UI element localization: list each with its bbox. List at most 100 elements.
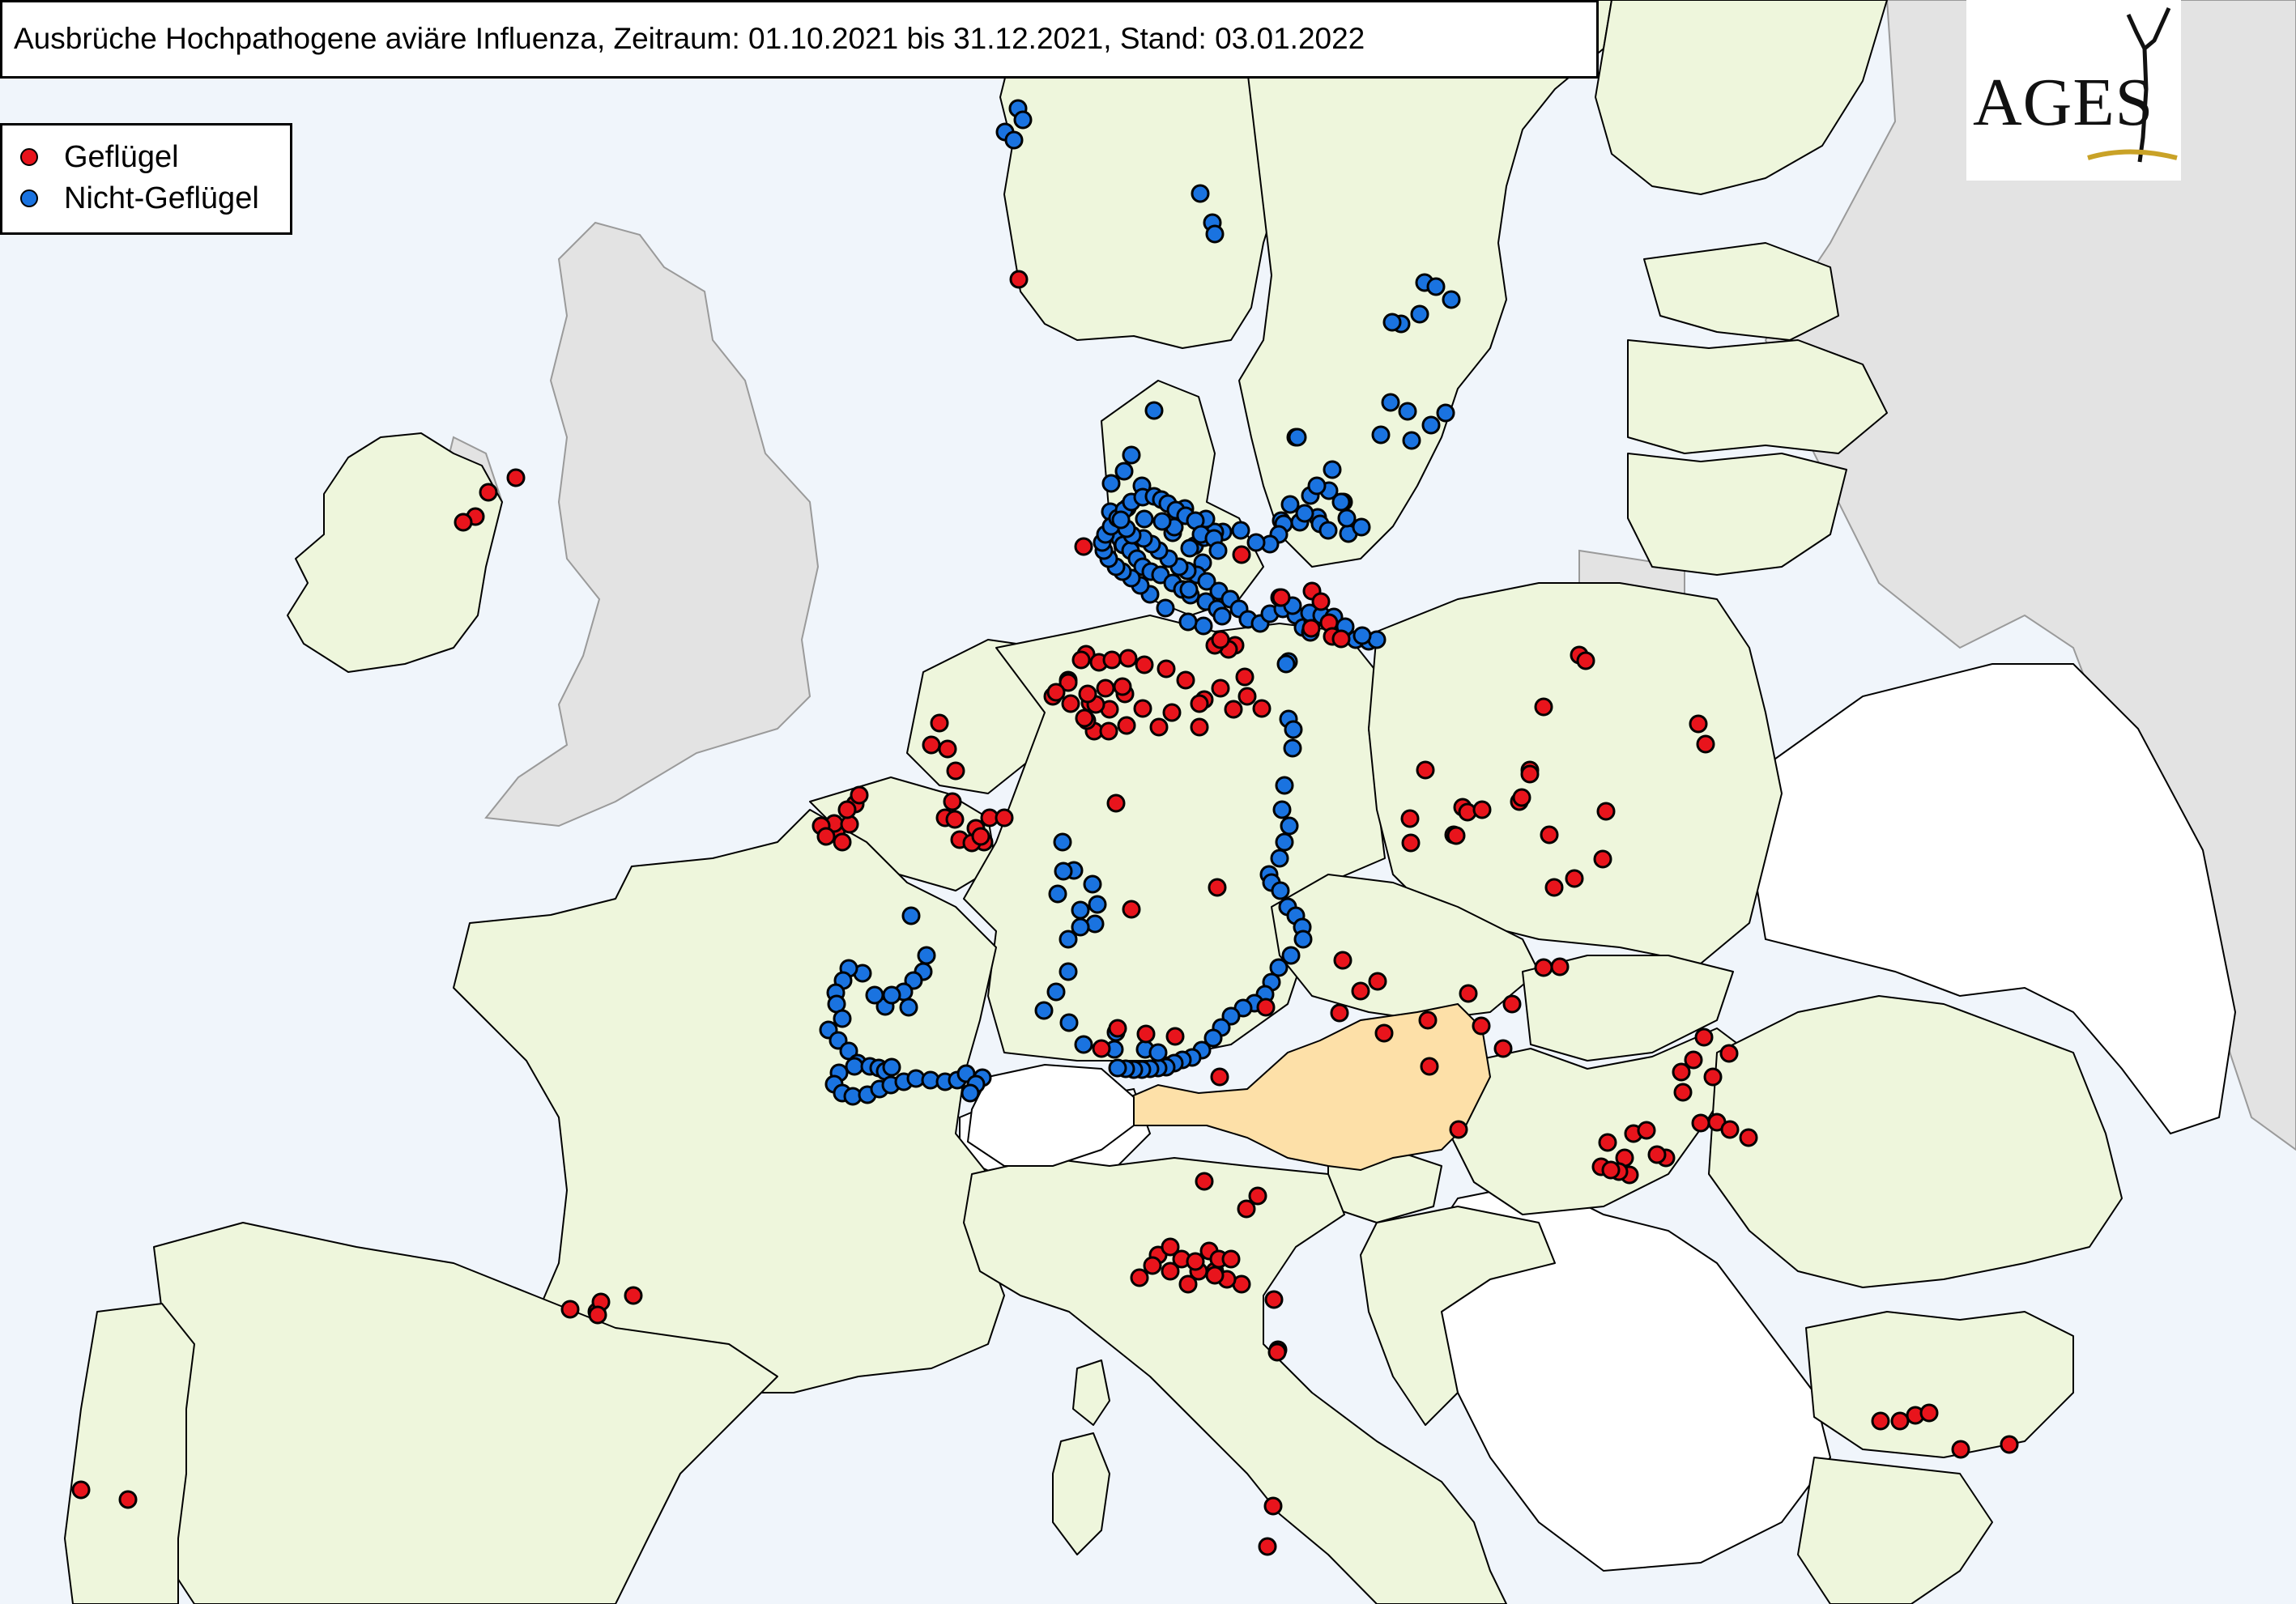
poultry-outbreak-marker xyxy=(1272,588,1291,607)
poultry-outbreak-marker xyxy=(1046,683,1066,702)
poultry-outbreak-marker xyxy=(1534,958,1553,977)
greece xyxy=(1797,1457,1993,1604)
poultry-outbreak-marker xyxy=(1598,1133,1617,1152)
nonpoultry-outbreak-marker xyxy=(1156,598,1175,618)
nonpoultry-outbreak-marker xyxy=(1295,504,1314,523)
poultry-outbreak-marker xyxy=(1248,1186,1267,1206)
poultry-outbreak-marker xyxy=(1009,270,1029,289)
nonpoultry-outbreak-marker xyxy=(1283,738,1302,758)
poultry-outbreak-marker xyxy=(1149,717,1169,737)
poultry-outbreak-marker xyxy=(1637,1121,1656,1140)
poultry-outbreak-marker xyxy=(1720,1120,1740,1139)
nonpoultry-outbreak-marker xyxy=(1004,130,1024,150)
poultry-outbreak-marker xyxy=(1263,1496,1283,1516)
poultry-outbreak-marker xyxy=(1211,630,1230,649)
nonpoultry-outbreak-marker xyxy=(1436,403,1455,423)
poultry-outbreak-marker xyxy=(1311,592,1331,611)
nonpoultry-outbreak-marker xyxy=(1059,930,1078,949)
nonpoultry-outbreak-marker xyxy=(1352,626,1372,645)
poultry-outbreak-marker xyxy=(1420,1057,1439,1076)
nonpoultry-outbreak-marker xyxy=(1381,393,1400,412)
nonpoultry-outbreak-marker xyxy=(1013,110,1033,130)
poultry-outbreak-marker xyxy=(1135,655,1154,674)
slovakia xyxy=(1522,955,1734,1062)
nonpoultry-outbreak-marker xyxy=(1402,431,1421,450)
poultry-outbreak-marker xyxy=(1237,687,1257,706)
nonpoultry-outbreak-marker xyxy=(1071,917,1090,937)
poultry-outbreak-marker xyxy=(560,1300,580,1319)
poultry-outbreak-marker xyxy=(1264,1290,1284,1309)
nonpoultry-outbreak-marker xyxy=(833,1009,852,1028)
nonpoultry-outbreak-marker xyxy=(1122,445,1141,465)
poultry-outbreak-marker xyxy=(1331,629,1351,649)
poultry-outbreak-marker xyxy=(2000,1435,2019,1454)
legend-item-poultry: Geflügel xyxy=(20,139,179,174)
nonpoultry-outbreak-marker xyxy=(1083,874,1102,894)
poultry-outbreak-marker xyxy=(1919,1403,1939,1423)
nonpoultry-outbreak-marker xyxy=(1111,510,1131,530)
poultry-outbreak-marker xyxy=(1696,734,1715,754)
poultry-outbreak-marker xyxy=(971,827,990,846)
poultry-outbreak-marker xyxy=(816,827,836,846)
nonpoultry-outbreak-marker xyxy=(1337,508,1357,528)
nonpoultry-outbreak-marker xyxy=(1135,509,1154,529)
poultry-outbreak-marker xyxy=(1162,703,1182,722)
france xyxy=(453,809,1005,1393)
nonpoultry-outbreak-marker xyxy=(1231,521,1250,540)
estonia xyxy=(1643,242,1839,341)
poultry-outbreak-marker xyxy=(1258,1537,1277,1556)
poultry-outbreak-marker xyxy=(1576,651,1595,670)
poultry-outbreak-marker xyxy=(1161,1237,1180,1257)
nonpoultry-outbreak-marker xyxy=(1398,402,1417,421)
nonpoultry-outbreak-marker xyxy=(1271,881,1290,900)
nonpoultry-outbreak-marker xyxy=(1191,184,1210,203)
poultry-outbreak-marker xyxy=(1136,1024,1156,1044)
poultry-outbreak-marker xyxy=(1221,1249,1241,1269)
nonpoultry-outbreak-marker xyxy=(1382,313,1402,332)
nonpoultry-outbreak-marker xyxy=(845,1057,864,1076)
nonpoultry-outbreak-marker xyxy=(1059,962,1078,981)
nonpoultry-outbreak-marker xyxy=(1108,1058,1127,1078)
legend-label-poultry: Geflügel xyxy=(64,139,179,174)
poultry-outbreak-marker xyxy=(1472,1016,1491,1036)
nonpoultry-outbreak-marker xyxy=(1208,541,1228,560)
ages-logo: AGES xyxy=(1966,0,2181,181)
poultry-outbreak-marker xyxy=(454,513,473,532)
poultry-outbreak-marker xyxy=(1165,1027,1185,1046)
poultry-outbreak-marker xyxy=(1512,788,1531,807)
poultry-outbreak-marker xyxy=(1459,984,1478,1003)
poultry-outbreak-marker xyxy=(1593,849,1612,869)
poultry-outbreak-marker xyxy=(1333,951,1352,970)
poultry-outbreak-marker xyxy=(1540,825,1559,845)
poland xyxy=(1368,582,1783,964)
nonpoultry-outbreak-marker xyxy=(1046,982,1066,1002)
poultry-outbreak-marker xyxy=(1074,537,1093,556)
poultry-outbreak-marker xyxy=(943,792,962,811)
latvia xyxy=(1627,339,1888,454)
corsica xyxy=(1072,1359,1110,1426)
poultry-outbreak-marker xyxy=(118,1490,138,1509)
poultry-outbreak-marker xyxy=(1075,708,1094,728)
poultry-outbreak-marker xyxy=(71,1480,91,1500)
poultry-outbreak-marker xyxy=(1235,667,1254,687)
poultry-outbreak-marker xyxy=(1446,826,1466,845)
poultry-outbreak-marker xyxy=(1205,1266,1225,1285)
poultry-outbreak-marker xyxy=(1211,679,1230,698)
nonpoultry-outbreak-marker xyxy=(1284,720,1303,739)
nonpoultry-outbreak-marker xyxy=(1276,654,1296,674)
poultry-outbreak-marker xyxy=(624,1286,643,1305)
legend: Geflügel Nicht-Geflügel xyxy=(0,123,292,235)
poultry-outbreak-marker xyxy=(1210,1067,1229,1087)
nonpoultry-outbreak-marker xyxy=(1272,800,1292,819)
poultry-outbreak-marker xyxy=(930,713,949,733)
nonpoultry-outbreak-marker xyxy=(1144,401,1164,420)
poultry-outbreak-marker xyxy=(1416,760,1435,780)
switzerland xyxy=(966,1063,1135,1167)
nonpoultry-outbreak-marker xyxy=(1270,849,1289,868)
poultry-outbreak-marker xyxy=(1178,1274,1198,1294)
poultry-outbreak-marker xyxy=(1739,1128,1758,1147)
poultry-outbreak-marker xyxy=(1208,878,1227,897)
poultry-outbreak-marker xyxy=(1096,679,1115,698)
nonpoultry-outbreak-marker xyxy=(1323,460,1342,479)
